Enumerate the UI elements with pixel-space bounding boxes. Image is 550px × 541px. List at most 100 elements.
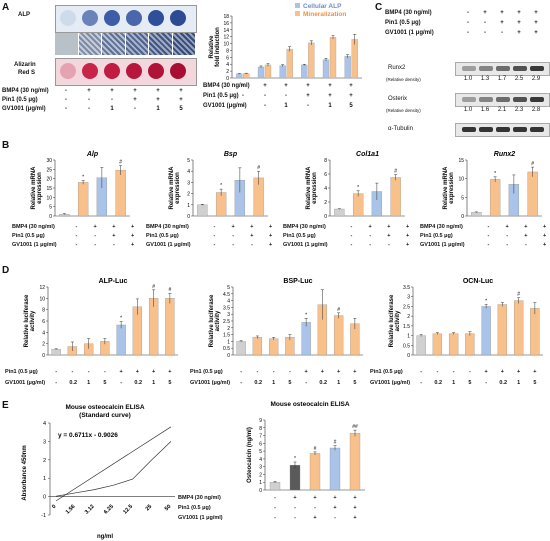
treatment-value: + [93, 224, 97, 230]
treatment-name: BMP4 (30 ng/ml) [178, 495, 221, 501]
panel-e-bar-chart: Mouse osteocalcin ELISA0123456789Osteoca… [247, 401, 365, 494]
chart-title: Runx2 [494, 151, 516, 158]
y-tick-label: 2 [259, 472, 262, 478]
blot-band [530, 66, 544, 71]
y-tick-label: 8 [259, 426, 262, 432]
y-axis-label: Relative mRNA [169, 166, 175, 210]
treatment-value: - [213, 233, 216, 239]
treatment-name: BMP4 (30 ng/ml) [420, 224, 463, 230]
treatment-value: 1 [328, 103, 332, 109]
y-tick-label: 3 [227, 312, 230, 318]
blot-band [513, 97, 527, 102]
treatment-value: + [304, 369, 308, 375]
treatment-value: + [500, 10, 504, 16]
y-axis-label: Relative luciferase [24, 294, 30, 347]
treatment-value: + [269, 233, 273, 239]
treatment-name: Pin1 (0.5 μg) [2, 97, 38, 103]
y-tick-label: 15 [46, 186, 52, 192]
y-tick-label: 4 [259, 457, 262, 463]
treatment-value: + [406, 242, 410, 248]
bar [530, 308, 540, 356]
x-tick-label: 0 [51, 504, 57, 510]
treatment-value: + [483, 10, 487, 16]
panel-e-letter: E [2, 400, 9, 411]
treatment-value: - [467, 10, 469, 16]
y-tick-label: 8 [42, 308, 45, 314]
panel-d-chart-bsp-luc: 00.511.522.533.544.55 BSP-Luc Relative luc… [209, 278, 363, 359]
treatment-value: + [250, 224, 254, 230]
y-tick-label: 10 [46, 195, 52, 201]
treatment-value: - [103, 369, 106, 375]
density-value: 1.0 [463, 107, 473, 113]
treatment-value: - [264, 103, 266, 109]
treatment-value: + [263, 83, 267, 89]
x-tick-label: 25 [145, 504, 154, 513]
y-axis-label: expression [312, 172, 318, 204]
y-tick-label: 10 [458, 177, 464, 183]
treatment-name: BMP4 (30 ng/ml) [2, 88, 49, 94]
treatment-value: + [517, 369, 521, 375]
y-tick-label: 2 [187, 192, 190, 198]
treatment-value: - [232, 233, 235, 239]
treatment-name: Pin1 (0.5 μg) [283, 233, 316, 239]
y-tick-label: 0 [42, 353, 45, 359]
treatment-value: + [284, 83, 288, 89]
treatment-value: - [242, 83, 244, 89]
bar [289, 464, 301, 491]
y-tick-label: 0 [324, 214, 327, 220]
y-tick-label: 0 [187, 214, 190, 220]
blot-band [462, 127, 476, 132]
chart-title: Col1a1 [356, 151, 379, 158]
significance-mark: # [517, 292, 520, 298]
bar [269, 482, 281, 491]
y-axis-label: Relative mRNA [306, 166, 312, 210]
bar [236, 341, 246, 356]
treatment-value: - [369, 233, 372, 239]
y-tick-label: 30 [46, 158, 52, 164]
bar [322, 59, 330, 79]
y-tick-label: 1.5 [223, 333, 230, 339]
y-tick-label: 2.5 [223, 319, 230, 325]
density-value: 2.3 [514, 107, 524, 113]
y-tick-label: 14 [223, 28, 229, 34]
treatment-name: Pin1 (0.5 μg) [12, 233, 45, 239]
treatment-value: 5 [468, 380, 472, 386]
treatment-value: 0.2 [134, 380, 143, 386]
treatment-name: GV1001 (1 μg/ml) [178, 515, 223, 521]
treatment-value: + [156, 88, 160, 94]
bar [279, 65, 286, 79]
bar [309, 453, 321, 491]
treatment-value: + [353, 505, 357, 511]
panel-d-chart-ocn-luc: 0 0.5 1 1.5 2 2.5 3 3.5 OCN-Luc Relative lucifera… [389, 278, 543, 359]
y-tick-label: 5 [461, 195, 464, 201]
treatment-value: - [134, 106, 136, 112]
treatment-value: - [264, 93, 266, 99]
bar [489, 179, 501, 217]
significance-mark: * [294, 456, 296, 462]
bar [264, 64, 272, 79]
treatment-value: - [420, 369, 423, 375]
trendline [55, 426, 172, 502]
treatment-value: 0.2 [254, 380, 263, 386]
bar [215, 192, 227, 217]
treatment-value: - [274, 515, 276, 521]
y-tick-label: 2 [324, 200, 327, 206]
y-tick-label: 3 [43, 439, 46, 445]
treatment-value: 1 [452, 380, 456, 386]
y-tick-label: 4.5 [223, 292, 230, 298]
y-tick-label: 5 [187, 158, 190, 164]
treatment-value: - [71, 369, 74, 375]
blot-band [479, 97, 493, 102]
panel-b-letter: B [2, 140, 10, 151]
treatment-name: Pin1 (0.5 μg) [190, 369, 223, 375]
legend-label: Cellular ALP [303, 3, 342, 10]
y-tick-label: 7 [259, 434, 262, 440]
treatment-value: 1 [110, 106, 114, 112]
y-tick-label: 4 [187, 169, 190, 175]
y-tick-label: 4 [42, 330, 45, 336]
treatment-value: + [133, 88, 137, 94]
y-tick-label: 1.5 [403, 324, 410, 330]
measured-line [55, 441, 172, 497]
y-tick-label: 1 [227, 339, 230, 345]
treatment-value: - [468, 369, 471, 375]
